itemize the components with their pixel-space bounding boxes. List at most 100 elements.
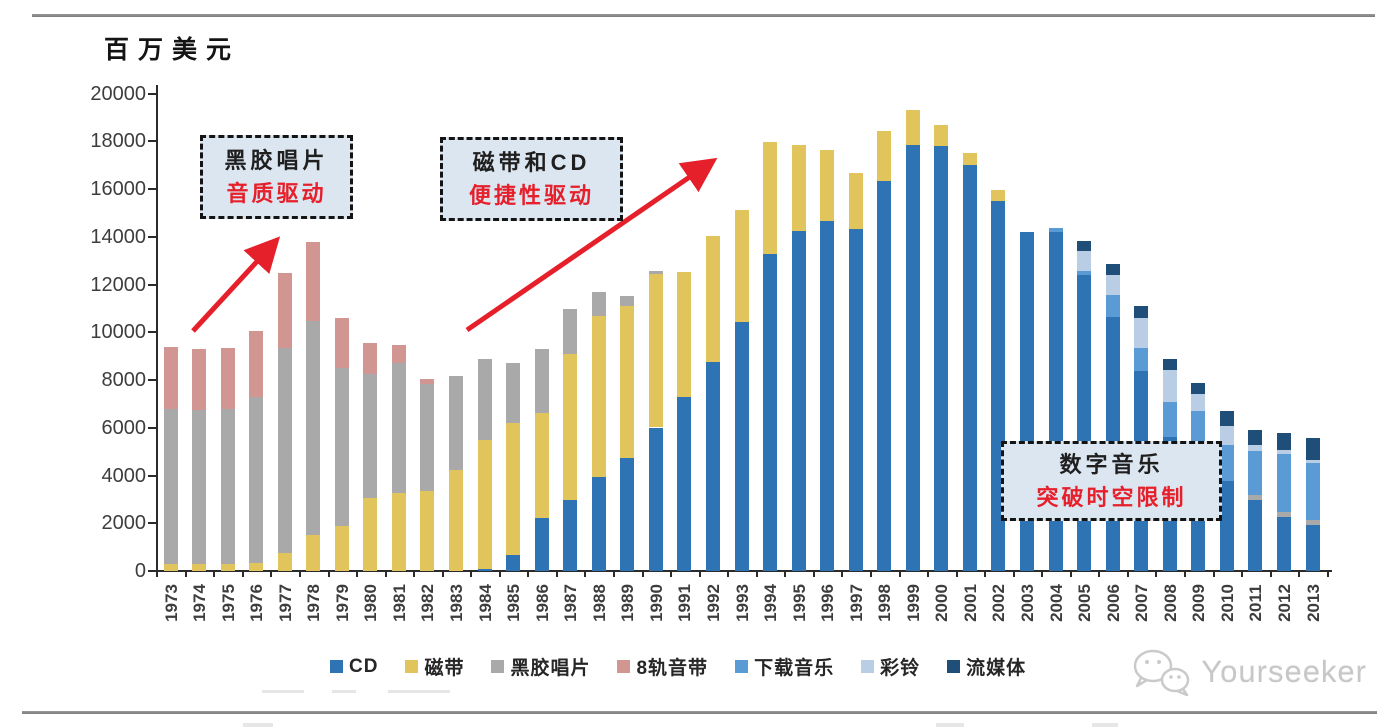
x-axis-label-1984: 1984 xyxy=(475,584,495,622)
bottom-divider xyxy=(22,711,1377,714)
x-axis-tick xyxy=(841,572,844,577)
y-axis-label: 20000 xyxy=(90,82,146,105)
x-axis-label-1982: 1982 xyxy=(418,584,438,622)
bar-segment-流媒体-2006 xyxy=(1106,263,1120,276)
x-axis-tick xyxy=(927,572,930,577)
bar-segment-CD-2010 xyxy=(1220,480,1234,571)
bar-segment-磁带-1995 xyxy=(792,145,806,231)
bar-segment-彩铃-2013 xyxy=(1306,459,1320,464)
bar-segment-彩铃-2008 xyxy=(1163,369,1177,402)
x-axis-tick xyxy=(1126,572,1129,577)
x-axis-tick xyxy=(984,572,987,577)
bar-segment-CD-1985 xyxy=(506,555,520,571)
watermark: Yourseeker xyxy=(1129,645,1367,699)
bar-segment-磁带-1986 xyxy=(535,412,549,519)
bar-segment-8轨音带-1981 xyxy=(392,345,406,363)
y-axis-tick xyxy=(148,379,156,381)
bar-segment-黑胶唱片-1988 xyxy=(592,291,606,316)
bar-segment-8轨音带-1974 xyxy=(192,348,206,410)
bar-segment-下载音乐-2007 xyxy=(1134,347,1148,372)
bar-segment-磁带-1979 xyxy=(335,525,349,571)
x-axis-label-1996: 1996 xyxy=(818,584,838,622)
y-axis-tick xyxy=(148,570,156,572)
x-axis-label-1987: 1987 xyxy=(561,584,581,622)
x-axis-tick xyxy=(213,572,216,577)
bar-segment-磁带-1987 xyxy=(563,354,577,500)
x-axis-label-1992: 1992 xyxy=(703,584,723,622)
top-divider xyxy=(32,14,1375,17)
y-axis-tick xyxy=(148,235,156,238)
callout-digital-title: 数字音乐 xyxy=(1059,452,1164,477)
x-axis-label-1981: 1981 xyxy=(389,584,409,622)
cropped-text-artifact xyxy=(388,690,450,693)
bar-segment-流媒体-2010 xyxy=(1220,411,1234,427)
legend-label-CD: CD xyxy=(349,655,379,677)
bar-segment-磁带-1992 xyxy=(706,235,720,363)
bar-segment-CD-2005 xyxy=(1077,274,1091,571)
bar-segment-磁带-1991 xyxy=(677,271,691,398)
bar-segment-流媒体-2011 xyxy=(1248,429,1262,445)
bar-segment-8轨音带-1977 xyxy=(278,272,292,349)
bar-segment-流媒体-2009 xyxy=(1191,382,1205,395)
legend-swatch-8轨音带 xyxy=(617,660,631,673)
x-axis-label-1986: 1986 xyxy=(532,584,552,622)
x-axis-label-1979: 1979 xyxy=(332,584,352,622)
x-axis-label-2007: 2007 xyxy=(1132,584,1152,622)
x-axis-tick xyxy=(241,572,244,577)
callout-vinyl-era: 黑胶唱片 音质驱动 xyxy=(200,135,353,219)
cropped-text-artifact xyxy=(332,690,356,693)
bar-segment-黑胶唱片-1978 xyxy=(306,320,320,536)
legend-item-CD: CD xyxy=(330,656,378,678)
legend-item-彩铃: 彩铃 xyxy=(861,653,920,680)
bar-segment-磁带-1996 xyxy=(820,150,834,221)
bar-segment-磁带-1973 xyxy=(164,563,178,571)
bar-segment-下载音乐-2008 xyxy=(1163,401,1177,437)
bar-segment-CD-1992 xyxy=(706,362,720,571)
y-axis-unit-label: 百万美元 xyxy=(104,36,241,64)
legend-swatch-CD xyxy=(330,660,343,673)
bar-segment-CD-1988 xyxy=(592,476,606,571)
x-axis-label-1994: 1994 xyxy=(761,584,781,622)
y-axis-tick xyxy=(148,140,156,143)
y-axis-label: 6000 xyxy=(101,416,147,439)
bar-segment-下载音乐-2011 xyxy=(1248,450,1262,495)
x-axis-label-1999: 1999 xyxy=(903,584,923,622)
x-axis-label-1985: 1985 xyxy=(504,584,524,622)
x-axis-label-2001: 2001 xyxy=(960,584,980,622)
cropped-text-artifact xyxy=(936,723,964,727)
bar-segment-流媒体-2013 xyxy=(1306,438,1320,460)
bar-segment-磁带-1989 xyxy=(620,305,634,458)
bar-segment-下载音乐-2010 xyxy=(1220,444,1234,481)
x-axis-label-2005: 2005 xyxy=(1075,584,1095,622)
bar-segment-黑胶唱片-1981 xyxy=(392,362,406,493)
bar-segment-流媒体-2012 xyxy=(1277,433,1291,450)
bar-segment-黑胶唱片-1973 xyxy=(164,408,178,564)
bar-segment-磁带-1993 xyxy=(735,210,749,322)
x-axis-label-1988: 1988 xyxy=(589,584,609,622)
x-axis-label-1991: 1991 xyxy=(675,584,695,622)
x-axis-tick xyxy=(384,572,387,577)
x-axis-tick xyxy=(1298,572,1301,577)
x-axis-tick xyxy=(955,572,958,577)
x-axis-tick xyxy=(1155,572,1158,577)
bar-segment-彩铃-2011 xyxy=(1248,444,1262,451)
x-axis-tick xyxy=(1326,572,1329,577)
bar-segment-CD-1990 xyxy=(649,427,663,571)
bar-segment-CD-1995 xyxy=(792,230,806,571)
bar-segment-黑胶唱片-2013 xyxy=(1306,520,1320,526)
bar-segment-CD-2011 xyxy=(1248,499,1262,571)
legend-label-流媒体: 流媒体 xyxy=(966,658,1027,679)
bar-segment-磁带-1974 xyxy=(192,563,206,571)
bar-segment-下载音乐-2005 xyxy=(1077,271,1091,275)
bar-segment-下载音乐-2004 xyxy=(1049,228,1063,232)
callout-digital-era: 数字音乐 突破时空限制 xyxy=(1001,441,1222,521)
x-axis-label-2003: 2003 xyxy=(1018,584,1037,622)
y-axis-tick xyxy=(148,331,156,334)
bar-segment-黑胶唱片-1976 xyxy=(249,396,263,563)
bar-segment-8轨音带-1979 xyxy=(335,318,349,369)
legend-item-流媒体: 流媒体 xyxy=(947,653,1026,680)
y-axis-label: 4000 xyxy=(101,464,147,487)
bar-segment-磁带-1980 xyxy=(363,497,377,571)
bar-segment-CD-1993 xyxy=(735,321,749,571)
